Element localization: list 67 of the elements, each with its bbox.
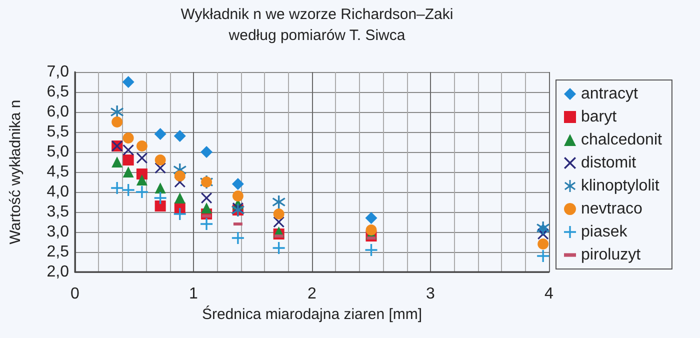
x-tick-label: 3 <box>426 286 436 302</box>
x-tick-label: 2 <box>308 286 317 302</box>
legend-label: piroluzyt <box>581 246 642 264</box>
point <box>154 128 166 140</box>
x-tick-label: 0 <box>70 286 80 302</box>
point <box>201 202 212 214</box>
point <box>174 130 186 142</box>
x-axis-title: Średnica miarodajna ziaren [mm] <box>202 304 422 323</box>
point <box>272 242 285 254</box>
point <box>537 250 550 262</box>
point <box>122 184 134 196</box>
point <box>232 232 244 244</box>
y-tick-label: 6,0 <box>46 104 70 120</box>
x-tick-label: 1 <box>189 286 198 302</box>
x-tick-label: 4 <box>544 286 554 302</box>
point <box>365 244 378 256</box>
y-tick-label: 4,0 <box>46 184 70 200</box>
point <box>201 192 212 204</box>
chart-title: Wykładnik n we wzorze Richardson–Zaki <box>180 6 454 23</box>
y-tick-label: 7,0 <box>46 64 70 80</box>
legend-label: klinoptylolit <box>581 178 660 194</box>
legend-label: antracyt <box>581 86 638 102</box>
point <box>154 182 166 194</box>
point <box>154 154 166 166</box>
point <box>112 156 123 168</box>
point <box>136 140 148 152</box>
point <box>366 224 377 236</box>
legend-label: nevtraco <box>581 200 642 218</box>
point <box>365 212 378 224</box>
point <box>154 200 166 212</box>
y-tick-label: 3,5 <box>46 204 70 220</box>
point <box>122 154 134 166</box>
legend-label: baryt <box>581 108 618 126</box>
y-tick-label: 5,5 <box>46 124 70 140</box>
point <box>136 186 148 198</box>
point <box>273 208 284 220</box>
point <box>200 218 213 230</box>
point <box>122 76 134 88</box>
point <box>174 192 186 204</box>
y-tick-label: 2,0 <box>46 264 70 280</box>
point <box>232 190 244 202</box>
legend-label: piasek <box>581 224 628 240</box>
legend-label: distomit <box>581 154 637 172</box>
point <box>136 174 148 186</box>
point <box>200 146 213 158</box>
y-tick-label: 5,0 <box>46 144 70 160</box>
point <box>154 192 166 204</box>
y-tick-label: 3,0 <box>46 224 70 240</box>
point <box>122 166 134 178</box>
point <box>536 222 550 234</box>
point <box>111 182 124 194</box>
point <box>538 238 549 250</box>
y-tick-label: 2,5 <box>46 244 70 260</box>
point <box>136 152 148 164</box>
point <box>122 132 134 144</box>
point <box>174 170 186 182</box>
chart-subtitle: według pomiarów T. Siwca <box>228 27 406 44</box>
y-tick-label: 4,5 <box>46 164 70 180</box>
point <box>112 116 123 128</box>
point <box>272 196 286 208</box>
legend-label: chalcedonit <box>581 132 662 148</box>
point <box>122 144 134 156</box>
y-axis-title: Wartość wykładnika n <box>7 100 24 244</box>
point <box>110 106 124 118</box>
point <box>174 208 186 220</box>
y-tick-label: 6,5 <box>46 84 70 100</box>
point <box>232 178 244 190</box>
